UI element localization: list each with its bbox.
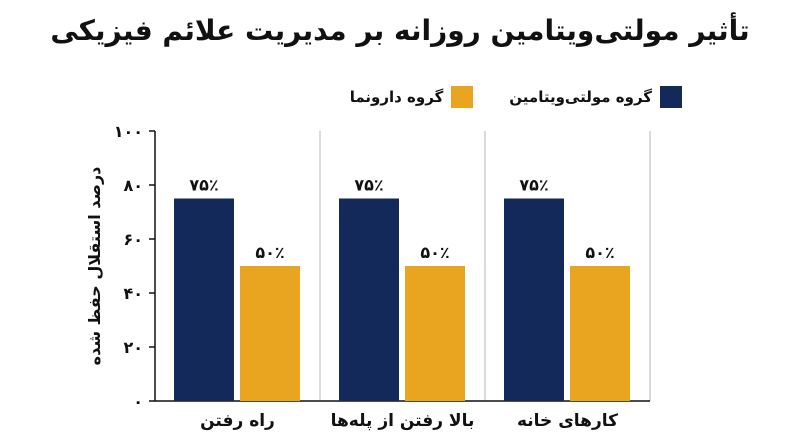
bar	[504, 198, 564, 401]
y-tick-label: ۲۰	[123, 338, 143, 357]
data-label: ۷۵٪	[189, 176, 218, 195]
y-tick-label: ۸۰	[123, 176, 143, 195]
data-label: ۵۰٪	[585, 243, 614, 262]
bar	[174, 198, 234, 401]
y-tick-label: ۱۰۰	[114, 122, 143, 141]
bar	[405, 266, 465, 401]
data-label: ۷۵٪	[354, 176, 383, 195]
y-axis-title: درصد استقلال حفظ شده	[85, 167, 104, 366]
legend: گروه مولتی‌ویتامین گروه دارونما	[350, 86, 682, 108]
legend-swatch-placebo	[451, 86, 474, 108]
legend-label-multivitamin: گروه مولتی‌ویتامین	[509, 88, 652, 106]
legend-item-placebo: گروه دارونما	[350, 86, 474, 108]
legend-label-placebo: گروه دارونما	[349, 88, 444, 106]
y-tick-label: ۴۰	[123, 284, 143, 303]
data-label: ۵۰٪	[420, 243, 449, 262]
data-label: ۵۰٪	[255, 243, 284, 262]
y-tick-label: ۰	[133, 392, 143, 411]
x-tick-label: بالا رفتن از پله‌ها	[331, 411, 475, 431]
legend-swatch-multivitamin	[660, 86, 682, 108]
x-tick-label: راه رفتن	[200, 411, 275, 431]
legend-item-multivitamin: گروه مولتی‌ویتامین	[509, 86, 682, 108]
y-tick-label: ۶۰	[123, 230, 143, 249]
bar	[339, 198, 399, 401]
x-tick-label: کارهای خانه	[517, 411, 618, 431]
bar	[240, 266, 300, 401]
bar	[570, 266, 630, 401]
chart-title: تأثیر مولتی‌ویتامین روزانه بر مدیریت علا…	[50, 14, 750, 47]
data-label: ۷۵٪	[519, 176, 548, 195]
